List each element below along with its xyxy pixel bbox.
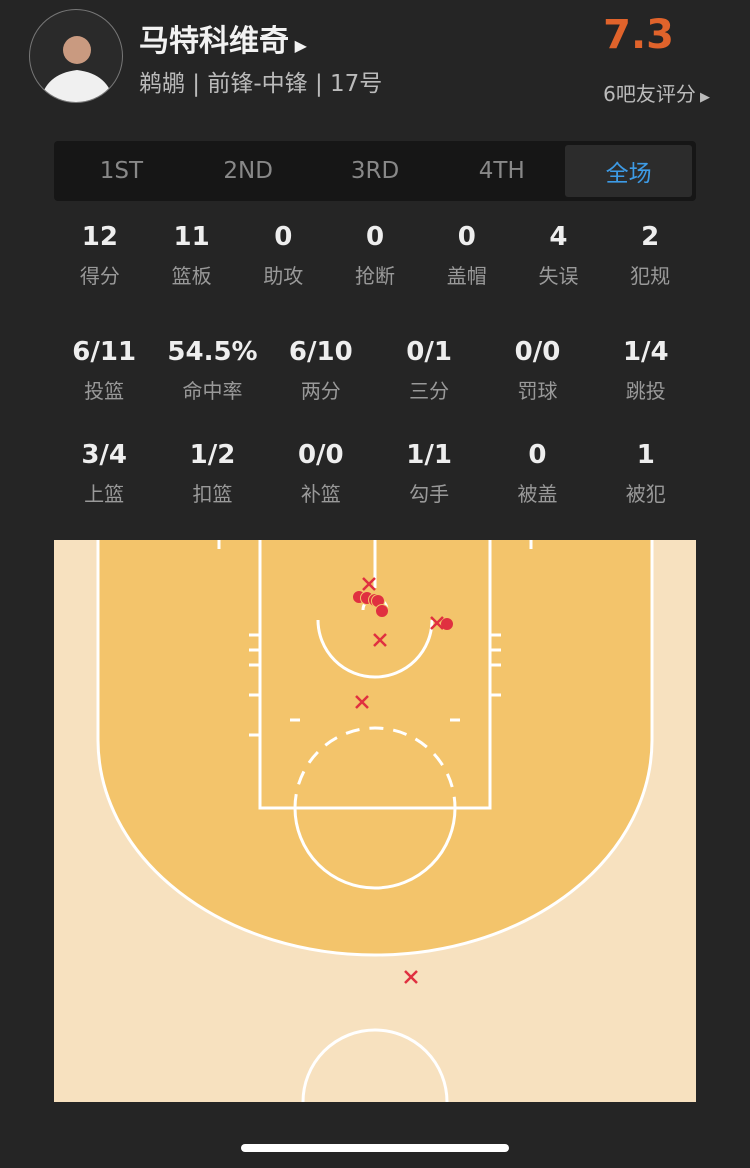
stat-label: 助攻 bbox=[263, 264, 304, 288]
stat-label: 篮板 bbox=[171, 264, 212, 288]
stat-cell: 0/1 三分 bbox=[375, 337, 483, 404]
player-photo bbox=[40, 36, 114, 102]
stat-label: 三分 bbox=[409, 379, 450, 403]
rating-link[interactable]: 6吧友评分 ▶ bbox=[603, 82, 710, 106]
stat-value: 0/1 bbox=[406, 337, 452, 367]
missed-shot-marker bbox=[355, 695, 369, 709]
stat-cell: 6/10 两分 bbox=[267, 337, 375, 404]
stat-value: 1/4 bbox=[622, 337, 669, 367]
stat-label: 补篮 bbox=[300, 482, 341, 506]
stat-value: 0 bbox=[528, 440, 547, 470]
basic-stats-row: 12 得分 11 篮板 0 助攻 0 抢断 0 盖帽 4 失误 2 犯规 bbox=[54, 222, 696, 289]
stat-value: 54.5% bbox=[167, 337, 258, 367]
stat-cell: 0 助攻 bbox=[237, 222, 329, 289]
stat-cell: 0 被盖 bbox=[483, 440, 591, 507]
stat-value: 3/4 bbox=[81, 440, 127, 470]
stat-label: 命中率 bbox=[182, 379, 243, 403]
stat-value: 1/1 bbox=[406, 440, 452, 470]
stat-cell: 0/0 补篮 bbox=[267, 440, 375, 507]
stat-label: 勾手 bbox=[409, 482, 450, 506]
missed-shot-marker bbox=[373, 633, 387, 647]
stat-value: 0/0 bbox=[514, 337, 561, 367]
tab-2nd[interactable]: 2ND bbox=[223, 158, 273, 184]
stat-cell: 2 犯规 bbox=[604, 222, 696, 289]
stat-label: 盖帽 bbox=[446, 264, 487, 288]
three-point-area bbox=[98, 540, 652, 955]
stat-label: 被犯 bbox=[625, 482, 666, 506]
restricted-arc bbox=[316, 619, 434, 679]
stat-cell: 54.5% 命中率 bbox=[158, 337, 266, 404]
stat-label: 投篮 bbox=[84, 379, 125, 403]
stat-cell: 1/4 跳投 bbox=[592, 337, 700, 404]
stat-value: 2 bbox=[641, 222, 660, 252]
stat-label: 犯规 bbox=[630, 264, 671, 288]
player-team-info: 鹈鹕 | 前锋-中锋 | 17号 bbox=[139, 71, 383, 97]
stat-label: 被盖 bbox=[517, 482, 558, 506]
stat-label: 上篮 bbox=[84, 482, 125, 506]
stat-value: 4 bbox=[549, 222, 568, 252]
missed-shot-marker bbox=[404, 970, 418, 984]
made-shot-marker bbox=[440, 617, 454, 631]
stat-value: 6/11 bbox=[72, 337, 137, 367]
tab-3rd[interactable]: 3RD bbox=[350, 158, 400, 184]
free-throw-circle-top bbox=[293, 726, 457, 809]
stat-value: 0/0 bbox=[297, 440, 344, 470]
stat-cell: 1/1 勾手 bbox=[375, 440, 483, 507]
player-score: 7.3 bbox=[603, 12, 674, 58]
stat-value: 0 bbox=[365, 222, 385, 252]
stat-label: 跳投 bbox=[625, 379, 666, 403]
stat-cell: 0 盖帽 bbox=[421, 222, 513, 289]
paint-lane bbox=[258, 540, 492, 810]
missed-shot-marker bbox=[430, 616, 444, 630]
stat-value: 0 bbox=[274, 222, 293, 252]
three-point-line bbox=[96, 540, 654, 957]
missed-shot-marker bbox=[362, 577, 376, 591]
stat-value: 1 bbox=[636, 440, 655, 470]
player-avatar[interactable] bbox=[29, 9, 123, 103]
stat-label: 两分 bbox=[300, 379, 341, 403]
home-indicator[interactable] bbox=[241, 1144, 509, 1152]
shots-layer bbox=[352, 577, 454, 984]
stat-label: 得分 bbox=[79, 264, 120, 288]
made-shot-marker bbox=[375, 604, 389, 618]
tab-1st[interactable]: 1ST bbox=[99, 158, 144, 184]
stat-cell: 1 被犯 bbox=[592, 440, 700, 507]
stat-label: 罚球 bbox=[517, 379, 558, 403]
stat-cell: 4 失误 bbox=[513, 222, 605, 289]
stat-label: 失误 bbox=[538, 264, 579, 288]
caret-right-icon: ▶ bbox=[695, 90, 710, 105]
stat-cell: 6/11 投篮 bbox=[50, 337, 158, 404]
stat-value: 12 bbox=[81, 222, 118, 252]
shot-type-stats-row: 3/4 上篮 1/2 扣篮 0/0 补篮 1/1 勾手 0 被盖 1 被犯 bbox=[50, 440, 700, 507]
tab-full-game[interactable]: 全场 bbox=[565, 145, 692, 197]
free-throw-circle-bottom bbox=[293, 807, 457, 890]
tab-4th[interactable]: 4TH bbox=[478, 158, 525, 184]
center-circle bbox=[301, 1028, 449, 1102]
stat-cell: 0 抢断 bbox=[329, 222, 421, 289]
stat-cell: 12 得分 bbox=[54, 222, 146, 289]
shot-chart-court bbox=[54, 540, 696, 1102]
stat-cell: 1/2 扣篮 bbox=[158, 440, 266, 507]
stat-cell: 3/4 上篮 bbox=[50, 440, 158, 507]
stat-value: 0 bbox=[457, 222, 476, 252]
stat-label: 扣篮 bbox=[192, 482, 233, 506]
period-tabs: 1ST 2ND 3RD 4TH 全场 bbox=[54, 141, 696, 201]
stat-value: 11 bbox=[173, 222, 210, 252]
stat-cell: 11 篮板 bbox=[146, 222, 238, 289]
stat-value: 1/2 bbox=[189, 440, 236, 470]
stat-value: 6/10 bbox=[288, 337, 353, 367]
caret-right-icon: ▶ bbox=[289, 36, 307, 55]
stat-label: 抢断 bbox=[355, 264, 396, 288]
stat-cell: 0/0 罚球 bbox=[483, 337, 591, 404]
player-name[interactable]: 马特科维奇 ▶ bbox=[139, 24, 307, 59]
lane-markings bbox=[217, 540, 533, 737]
shooting-stats-row: 6/11 投篮 54.5% 命中率 6/10 两分 0/1 三分 0/0 罚球 1/4 跳投 bbox=[50, 337, 700, 404]
